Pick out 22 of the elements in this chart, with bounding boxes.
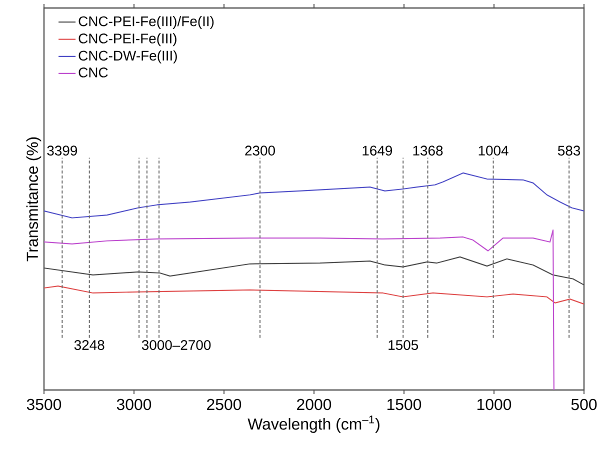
ref-line-label: 3399 — [47, 146, 78, 156]
ref-line-label: 1368 — [413, 146, 443, 156]
x-tick-label: 1500 — [387, 398, 422, 410]
legend-label: CNC — [78, 68, 108, 78]
ref-line-label: 3248 — [74, 340, 104, 350]
legend-label: CNC-PEI-Fe(III) — [78, 33, 176, 46]
y-axis-title: Transmitance (%) — [26, 137, 42, 262]
ref-line-label: 1004 — [478, 146, 508, 156]
x-tick-label: 2500 — [207, 398, 242, 410]
x-tick-label: 2000 — [297, 398, 332, 410]
ref-line-label: 1505 — [388, 340, 418, 350]
annotation: 3000–2700 — [142, 340, 211, 350]
x-tick-label: 500 — [571, 398, 597, 410]
x-axis-title: Wavelength (cm$^{–1}$) — [248, 416, 380, 433]
ref-line-label: 2300 — [245, 146, 275, 156]
x-tick-label: 1000 — [477, 398, 512, 410]
legend-label: CNC-DW-Fe(III) — [78, 50, 177, 64]
x-tick-label: 3000 — [116, 398, 152, 410]
ref-line-label: 1649 — [362, 146, 392, 156]
legend-label: CNC-PEI-Fe(III)/Fe(II) — [78, 16, 214, 29]
ref-line-label: 583 — [558, 146, 580, 156]
x-tick-label: 3500 — [26, 398, 62, 410]
